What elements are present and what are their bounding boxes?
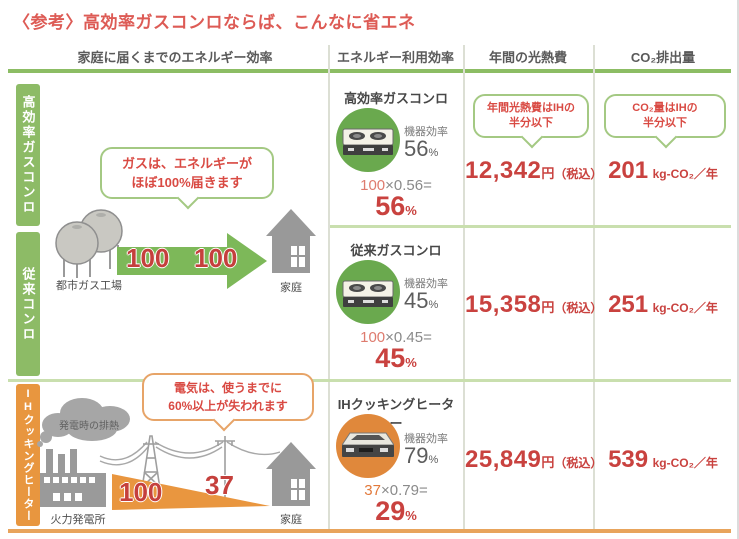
house-icon (266, 442, 316, 506)
column-divider-3 (593, 45, 595, 529)
result-value: 45% (375, 343, 417, 373)
efficiency-value: 79% (404, 443, 439, 468)
power-plant-icon (40, 449, 106, 507)
gas-end-value: 100 (194, 243, 238, 273)
power-lines-icon (99, 435, 280, 503)
side-label-ih: IHクッキングヒーター (16, 384, 40, 526)
gas-stove-icon (342, 128, 394, 155)
cost-bubble-line1: 年間光熱費はIHの (487, 101, 575, 114)
gas-source-label: 都市ガス工場 (56, 280, 122, 292)
electric-dest-label: 家庭 (280, 514, 302, 526)
formula: 100×0.45= (360, 329, 432, 346)
header-underline (8, 69, 731, 73)
column-header-delivery: 家庭に届くまでのエネルギー効率 (77, 50, 273, 65)
gas-bubble-line2: ほぼ100%届きます (131, 175, 243, 190)
co2-bubble-line1: CO₂量はIHの (632, 101, 698, 114)
co2-value-row1: 201 kg-CO₂／年 (608, 157, 718, 184)
co2-value-row2: 251 kg-CO₂／年 (608, 291, 718, 318)
column-divider-2 (463, 45, 465, 529)
electric-start-value: 100 (119, 477, 163, 507)
exhaust-cloud-icon (37, 398, 130, 447)
gas-stove-icon (342, 280, 394, 307)
column-divider-1 (328, 45, 330, 529)
side-label-high-efficiency: 高効率ガスコンロ (16, 84, 40, 226)
exhaust-cloud-label: 発電時の排熱 (59, 421, 119, 432)
efficiency-value: 45% (404, 288, 439, 313)
page-title: 〈参考〉高効率ガスコンロならば、こんなに省エネ (13, 13, 416, 32)
column-header-cost: 年間の光熱費 (488, 50, 567, 65)
energy-loss-wedge-icon (112, 474, 270, 510)
co2-value-row3: 539 kg-CO₂／年 (608, 446, 718, 473)
ih-heater-icon (342, 432, 394, 457)
formula: 100×0.56= (360, 177, 432, 194)
row-separator-1 (330, 225, 731, 228)
electric-speech-bubble: 電気は、使うまでに 60%以上が失われます (142, 373, 314, 432)
efficiency-label: 機器効率 (404, 433, 448, 445)
cost-value-row2: 15,358円（税込） (465, 291, 603, 318)
efficiency-value: 56% (404, 136, 439, 161)
co2-bubble-line2: 半分以下 (643, 117, 687, 129)
gas-tanks-icon (55, 209, 123, 278)
cost-value-row3: 25,849円（税込） (465, 446, 603, 473)
cost-value-row1: 12,342円（税込） (465, 157, 603, 184)
gas-bubble-line1: ガスは、エネルギーが (121, 155, 252, 171)
plant-source-label: 火力発電所 (50, 514, 106, 526)
formula: 37×0.79= (364, 482, 428, 499)
gas-dest-label: 家庭 (280, 282, 302, 294)
appliance-circle (336, 414, 400, 478)
appliance-circle (336, 260, 400, 324)
efficiency-label: 機器効率 (404, 278, 448, 290)
result-value: 29% (375, 496, 417, 526)
appliance-title-high-eff: 高効率ガスコンロ (343, 91, 448, 106)
column-header-co2: CO₂排出量 (630, 50, 696, 65)
gas-start-value: 100 (126, 243, 170, 273)
appliance-title-conventional: 従来ガスコンロ (350, 243, 442, 258)
electric-bubble-line1: 電気は、使うまでに (173, 381, 282, 395)
cost-bubble: 年間光熱費はIHの 半分以下 (473, 94, 589, 149)
result-value: 56% (375, 191, 417, 221)
electric-end-value: 37 (205, 470, 234, 500)
bottom-rule (8, 529, 731, 533)
cost-bubble-line2: 半分以下 (509, 117, 553, 129)
energy-arrow-icon (117, 233, 267, 289)
gas-speech-bubble: ガスは、エネルギーが ほぼ100%届きます (100, 147, 274, 210)
column-header-usage: エネルギー利用効率 (336, 50, 454, 65)
side-label-conventional: 従来コンロ (16, 232, 40, 376)
electric-bubble-line2: 60%以上が失われます (168, 399, 288, 413)
efficiency-label: 機器効率 (404, 126, 448, 138)
row-separator-2 (8, 379, 731, 382)
appliance-circle (336, 108, 400, 172)
house-icon (266, 209, 316, 273)
co2-bubble: CO₂量はIHの 半分以下 (604, 94, 726, 149)
